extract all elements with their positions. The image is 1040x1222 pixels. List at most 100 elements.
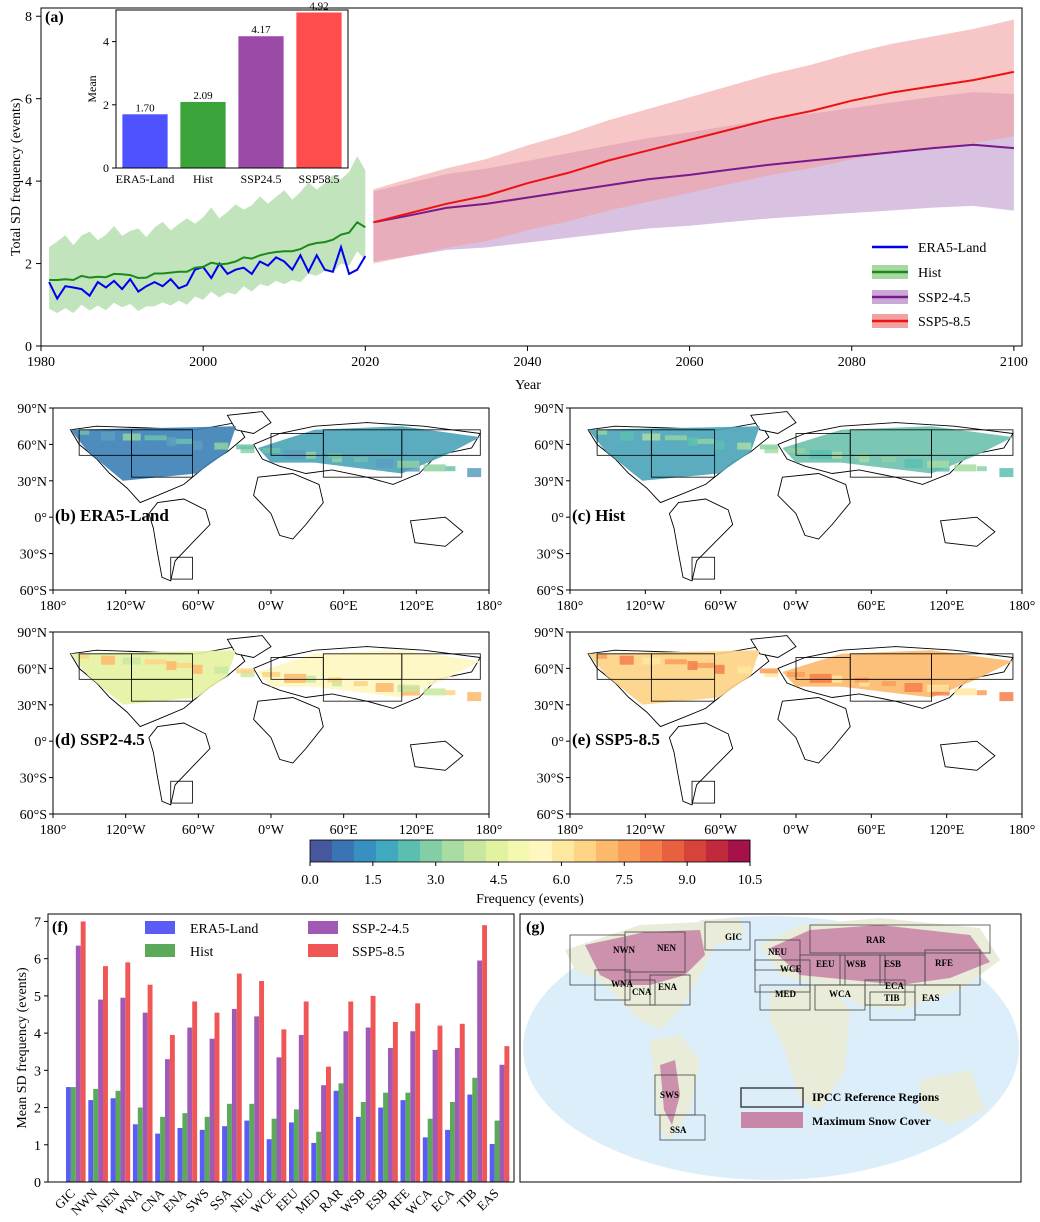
field-patch [353,681,368,687]
legend-label-ssp585: SSP5-8.5 [918,315,971,330]
snow-cover-area [585,930,705,985]
inset-bar-value: 4.92 [309,1,328,13]
bar-wna [132,1124,138,1182]
colorbar-cell [618,840,641,862]
coastline [409,516,464,547]
field-patch [375,683,394,692]
legend-label-hist: Hist [918,266,941,281]
region-name-ssa: SSA [670,1125,687,1135]
y-tick-label: 4 [34,1027,41,1042]
colorbar-tick-label: 4.5 [490,873,508,888]
colorbar-cell [596,840,619,862]
field-patch [954,464,977,472]
panel-a-legend: ERA5-Land Hist SSP2-4.5 SSP5-8.5 [872,241,986,330]
bar-gic [75,945,81,1182]
lat-tick-label: 60°S [537,808,564,823]
bar-wna [142,1012,148,1182]
legend-swatch-era5-f [145,921,175,934]
inset-y-tick-label: 4 [103,35,109,49]
field-patch [144,435,167,441]
lat-tick-label: 30°S [20,548,47,563]
bar-esb [388,1048,393,1182]
bar-esb [378,1107,384,1182]
colorbar-tick-label: 10.5 [738,873,763,888]
lon-tick-label: 120°E [929,599,964,614]
field-patch [445,466,456,472]
legend-label-era5: ERA5-Land [918,241,986,256]
ipcc-region-box [931,653,1014,680]
bar-neu [259,981,265,1182]
coastline [777,697,851,764]
colorbar-cell [354,840,377,862]
ipcc-region-outline [594,969,631,1001]
legend-swatch-ssp245-f [308,921,338,934]
field-patch [859,679,870,687]
inset-y-tick-label: 0 [103,161,109,175]
field-patch [353,457,368,463]
ipcc-region-box [650,678,716,702]
bar-tib [467,1094,473,1182]
field-patch [467,692,482,702]
colorbar-cell [728,840,751,862]
colorbar-tick-label: 7.5 [616,873,634,888]
snow-drought-field [257,650,481,698]
x-tick-label: EAS [474,1186,502,1214]
bar-wce [271,1118,277,1182]
field-patch [79,429,90,435]
coastline [253,473,324,540]
region-name-nen: NEN [657,943,677,953]
ipcc-region-outline [809,924,991,954]
field-patch [375,459,394,468]
field-patch [881,457,896,463]
x-tick-label: 2060 [676,355,704,370]
legend-label-regions: IPCC Reference Regions [812,1090,939,1104]
lon-tick-label: 0°W [258,599,285,614]
colorbar-cell [508,840,531,862]
lon-tick-label: 180° [557,823,584,838]
colorbar-cell [398,840,421,862]
map-panel-label: (b) ERA5-Land [55,506,169,525]
panel-g-label: (g) [526,919,545,936]
x-tick-label: 1980 [27,355,55,370]
region-name-eca: ECA [885,981,905,991]
field-patch [445,690,456,696]
lon-tick-label: 120°E [399,599,434,614]
colorbar-cell [640,840,663,862]
field-patch [214,442,229,450]
panel-f-ylabel: Mean SD frequency (events) [15,967,30,1129]
field-patch [854,677,869,683]
bar-sws [209,1038,215,1182]
bar-cna [165,1059,170,1182]
bar-sws [204,1116,210,1182]
bar-rfe [410,1031,416,1182]
colorbar-tick-label: 1.5 [364,873,382,888]
y-tick-label: 4 [25,175,32,190]
field-patch [976,690,987,696]
inset-bar [296,12,342,168]
field-patch [859,455,870,463]
bar-gic [66,1087,71,1182]
field-patch [423,464,446,472]
field-patch [284,449,307,459]
bar-eas [504,1046,510,1182]
field-patch [976,466,987,472]
ipcc-region-outline [624,979,656,1006]
field-patch [692,438,714,444]
lon-tick-label: 180° [557,599,584,614]
field-patch [327,677,342,683]
lon-tick-label: 120°W [106,823,147,838]
bar-med [316,1131,322,1182]
series-line-ssp585 [373,70,1015,224]
colorbar-cell [332,840,355,862]
snow-drought-field [782,650,1013,698]
lat-tick-label: 30°S [537,772,564,787]
ipcc-region-box [691,780,716,804]
bar-eca [459,1023,465,1182]
ipcc-region-outline [864,979,906,1006]
ipcc-region-box [170,556,193,580]
bar-eas [499,1064,505,1182]
field-patch [240,670,255,678]
inset-bar [122,114,168,168]
legend-swatch-ssp585-f [308,944,338,957]
